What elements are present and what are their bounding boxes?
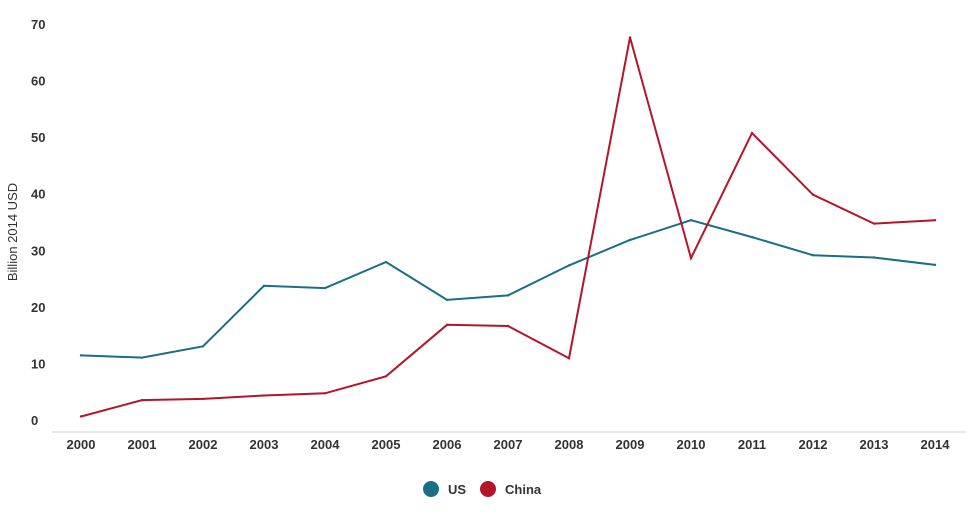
x-tick-label: 2003	[250, 437, 279, 452]
data-point	[323, 392, 327, 395]
data-point	[689, 218, 693, 222]
data-point	[140, 356, 144, 359]
y-tick-label: 0	[31, 413, 38, 428]
data-point	[262, 394, 266, 397]
data-point	[567, 264, 571, 267]
x-tick-label: 2012	[799, 437, 828, 452]
data-point	[567, 357, 571, 360]
x-tick-label: 2011	[738, 437, 766, 452]
data-point	[750, 131, 754, 135]
data-point	[506, 294, 510, 297]
x-tick-label: 2009	[616, 437, 645, 452]
legend: US China	[423, 481, 542, 497]
data-point	[689, 256, 693, 260]
series-line-china	[80, 37, 936, 418]
x-tick-label: 2001	[128, 437, 157, 452]
data-point	[933, 263, 937, 267]
y-tick-label: 20	[31, 300, 45, 315]
x-tick-label: 2004	[311, 437, 341, 452]
data-point	[201, 397, 205, 401]
legend-label: China	[505, 482, 542, 497]
x-tick-label: 2000	[67, 437, 96, 452]
data-point	[445, 298, 449, 302]
y-tick-label: 60	[31, 74, 45, 89]
data-point	[628, 238, 632, 242]
x-tick-label: 2005	[372, 437, 401, 452]
data-point	[201, 345, 205, 348]
data-point	[872, 256, 876, 259]
data-point	[79, 415, 83, 418]
data-point	[384, 375, 388, 378]
x-tick-label: 2008	[555, 437, 584, 452]
x-tick-label: 2006	[433, 437, 462, 452]
data-point	[140, 398, 144, 402]
data-point	[384, 260, 388, 264]
data-point	[262, 284, 266, 287]
data-point	[811, 193, 815, 196]
data-point	[628, 36, 632, 39]
x-axis-ticks: 2000 2001 2002 2003 2004 2005 2006 2007 2008 2009…	[67, 437, 951, 452]
data-point	[79, 354, 83, 357]
data-point	[872, 222, 876, 225]
y-axis-label: Billion 2014 USD	[5, 183, 20, 281]
y-tick-label: 10	[31, 356, 45, 371]
legend-marker	[480, 481, 496, 497]
y-tick-label: 40	[31, 187, 45, 202]
series-line-us	[80, 219, 936, 359]
legend-label: US	[448, 482, 466, 497]
data-point	[323, 286, 327, 290]
x-tick-label: 2013	[860, 437, 889, 452]
x-tick-label: 2010	[677, 437, 706, 452]
y-tick-label: 70	[31, 17, 45, 32]
y-tick-label: 30	[31, 243, 45, 258]
data-point	[445, 323, 449, 327]
y-axis-ticks: 0 10 20 30 40 50 60 70	[31, 17, 45, 428]
data-point	[506, 324, 510, 328]
x-tick-label: 2014	[921, 437, 951, 452]
data-point	[811, 254, 815, 257]
x-tick-label: 2002	[189, 437, 218, 452]
data-point	[933, 218, 937, 222]
y-tick-label: 50	[31, 130, 45, 145]
series-lines	[79, 36, 937, 418]
x-tick-label: 2007	[494, 437, 523, 452]
data-point	[750, 235, 754, 239]
legend-marker	[423, 481, 439, 497]
